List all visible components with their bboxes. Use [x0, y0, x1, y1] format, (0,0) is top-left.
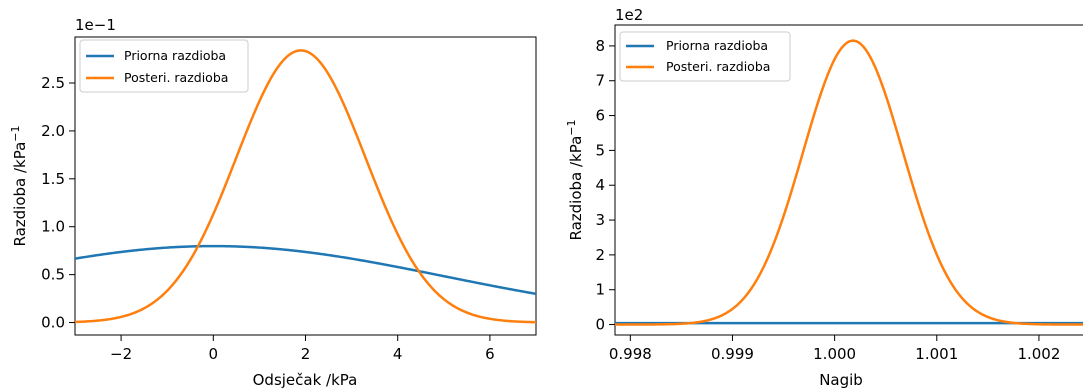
right-y-tick-label: 5 — [595, 141, 605, 159]
right-y-tick-label: 7 — [595, 72, 605, 90]
left-x-ticks: −2 0 2 4 6 — [110, 335, 495, 363]
right-y-label-sup: −1 — [565, 119, 578, 135]
right-legend-label-posterior: Posteri. razdioba — [666, 59, 770, 74]
left-x-tick-label: 0 — [209, 345, 219, 363]
left-x-axis-label: Odsječak /kPa — [253, 371, 358, 389]
left-x-tick-label: 4 — [393, 345, 403, 363]
right-offset-text: 1e2 — [615, 6, 643, 24]
right-y-tick-label: 4 — [595, 176, 605, 194]
right-y-tick-label: 3 — [595, 211, 605, 229]
left-chart: −2 0 2 4 6 0.0 0.5 1.0 1.5 2.0 2.5 1e−1 Odsječak … — [9, 16, 537, 389]
left-y-tick-label: 2.0 — [41, 122, 65, 140]
right-y-axis-label: Razdioba /kPa−1 — [565, 119, 585, 240]
right-x-axis-label: Nagib — [819, 371, 863, 389]
right-y-label-main: Razdioba /kPa — [567, 136, 585, 241]
right-legend-box — [619, 31, 791, 82]
left-y-ticks: 0.0 0.5 1.0 1.5 2.0 2.5 — [41, 74, 75, 332]
left-series-line-posterior — [74, 49, 537, 324]
right-x-tick-label: 0.998 — [609, 345, 652, 363]
left-series-lines — [74, 49, 537, 324]
right-x-ticks: 0.998 0.999 1.000 1.001 1.002 — [609, 335, 1060, 363]
right-legend: Priorna razdioba Posteri. razdioba — [619, 31, 791, 82]
left-y-axis-label: Razdioba /kPa−1 — [9, 125, 29, 246]
right-x-tick-label: 0.999 — [711, 345, 754, 363]
left-y-label-sup: −1 — [9, 125, 22, 141]
left-legend: Priorna razdioba Posteri. razdioba — [79, 39, 249, 93]
right-y-tick-label: 2 — [595, 246, 605, 264]
left-y-tick-label: 0.0 — [41, 314, 65, 332]
right-x-tick-label: 1.002 — [1017, 345, 1060, 363]
left-x-tick-label: 2 — [301, 345, 311, 363]
left-x-tick-label: 6 — [485, 345, 495, 363]
right-y-tick-label: 1 — [595, 281, 605, 299]
left-y-tick-label: 1.5 — [41, 170, 65, 188]
left-x-tick-label: −2 — [110, 345, 132, 363]
left-offset-text: 1e−1 — [75, 16, 116, 34]
right-y-tick-label: 6 — [595, 107, 605, 125]
right-y-ticks: 0 1 2 3 4 5 6 7 8 — [595, 37, 615, 334]
left-series-line-prior — [74, 244, 537, 296]
left-legend-label-prior: Priorna razdioba — [124, 48, 226, 63]
right-x-tick-label: 1.001 — [915, 345, 958, 363]
left-legend-label-posterior: Posteri. razdioba — [124, 70, 228, 85]
left-y-tick-label: 2.5 — [41, 74, 65, 92]
left-legend-box — [79, 39, 249, 93]
right-series-line-posterior — [615, 39, 1083, 326]
right-x-tick-label: 1.000 — [813, 345, 856, 363]
right-legend-label-prior: Priorna razdioba — [666, 38, 768, 53]
right-y-tick-label: 8 — [595, 37, 605, 55]
left-y-tick-label: 1.0 — [41, 218, 65, 236]
right-series-lines — [615, 39, 1083, 326]
left-y-label-main: Razdioba /kPa — [11, 142, 29, 247]
right-plot-frame — [614, 24, 1083, 336]
left-y-tick-label: 0.5 — [41, 266, 65, 284]
right-y-tick-label: 0 — [595, 316, 605, 334]
